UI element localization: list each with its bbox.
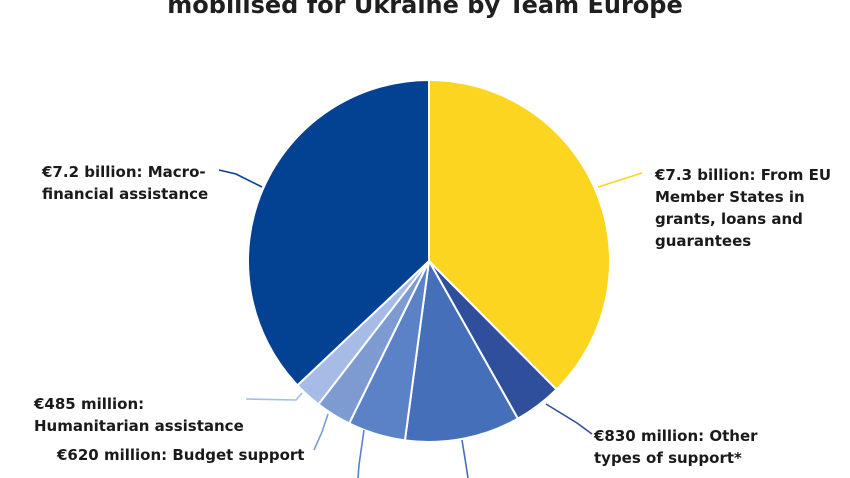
pie-slice-loan-support: [403, 260, 519, 443]
pie-slice-macro-financial: [247, 79, 430, 387]
leader-line-other-support: [545, 403, 593, 435]
chart-title: mobilised for Ukraine by Team Europe: [167, 0, 683, 19]
leader-line-macro-financial: [218, 169, 263, 188]
leader-line-loan-support: [461, 439, 469, 478]
leader-line-member-states: [597, 172, 643, 188]
slice-label-other-support: €830 million: Other types of support*: [594, 427, 758, 467]
slice-label-macro-financial: €7.2 billion: Macro- financial assistanc…: [42, 163, 209, 203]
slice-label-budget-support: €620 million: Budget support: [57, 446, 305, 464]
slice-label-humanitarian: €485 million: Humanitarian assistance: [34, 395, 244, 435]
leader-line-budget-support: [313, 413, 329, 451]
leader-line-bilateral-support: [357, 429, 365, 478]
slice-label-member-states: €7.3 billion: From EU Member States in g…: [655, 166, 832, 250]
pie-slice-member-states: [428, 79, 611, 391]
leader-line-humanitarian: [245, 392, 303, 401]
